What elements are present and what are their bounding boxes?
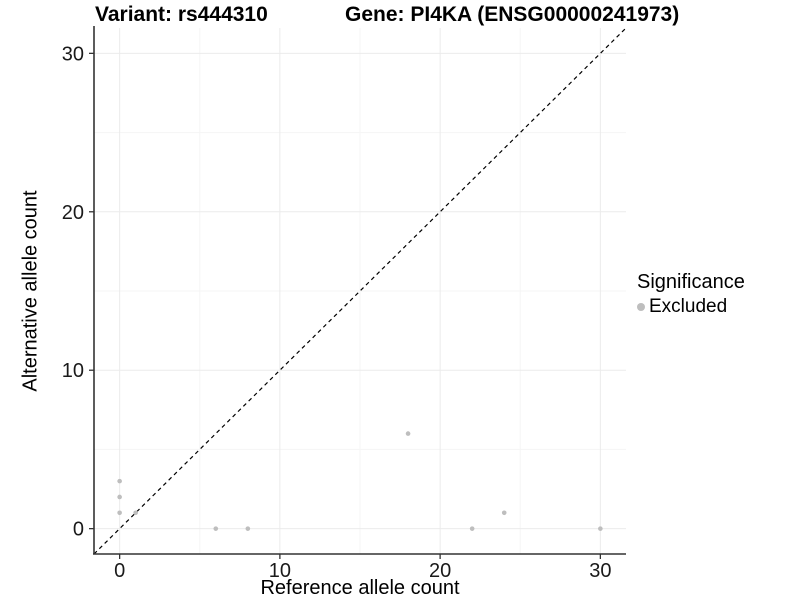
data-point <box>501 510 507 516</box>
x-tick-label: 10 <box>269 560 291 582</box>
data-point <box>405 431 411 436</box>
y-tick-label: 30 <box>62 43 84 65</box>
variant-title: Variant: rs444310 <box>95 3 268 26</box>
legend-entry-label: Excluded <box>649 296 728 317</box>
y-tick-label: 10 <box>62 360 84 382</box>
data-point <box>133 510 138 516</box>
data-point <box>598 526 603 531</box>
data-point <box>213 526 219 531</box>
legend: Significance Excluded <box>637 271 745 318</box>
x-tick-label: 0 <box>114 560 125 582</box>
x-tick-label: 20 <box>429 560 451 582</box>
gene-title: Gene: PI4KA (ENSG00000241973) <box>345 3 680 26</box>
y-axis-title: Alternative allele count <box>19 190 42 392</box>
y-tick-label: 20 <box>62 202 84 224</box>
data-point <box>245 526 251 531</box>
y-tick-label: 0 <box>73 519 84 541</box>
x-axis-title: Reference allele count <box>260 577 460 599</box>
data-point <box>117 478 122 484</box>
identity-line <box>93 27 627 555</box>
x-tick-label: 30 <box>589 560 611 582</box>
legend-point-icon <box>637 303 645 311</box>
legend-entry-excluded: Excluded <box>637 296 745 318</box>
data-point <box>117 510 122 516</box>
legend-title: Significance <box>637 271 745 293</box>
data-point <box>117 494 122 500</box>
data-point <box>469 526 475 531</box>
